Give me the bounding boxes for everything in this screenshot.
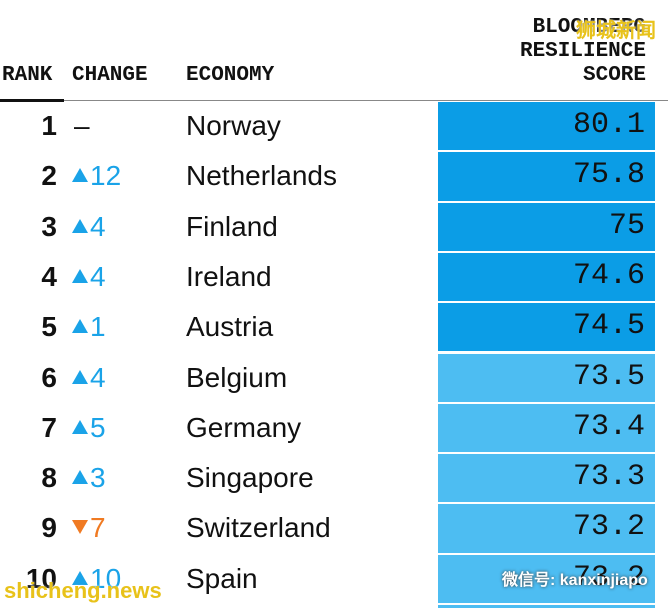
rank: 4: [41, 260, 57, 292]
score: 74.5: [572, 309, 645, 344]
economy: Germany: [186, 411, 302, 443]
score-cell: [438, 403, 655, 453]
change: 4: [90, 260, 106, 292]
change-arrow: [72, 470, 88, 485]
change: –: [74, 110, 90, 141]
rank: 6: [41, 361, 57, 393]
score: 75: [608, 208, 645, 243]
partial-row: [438, 605, 655, 608]
score: 73.4: [572, 409, 645, 444]
score: 73.2: [572, 560, 645, 595]
score-cell: [438, 102, 655, 151]
header-rank: RANK: [2, 64, 53, 87]
score-cell: [438, 252, 655, 302]
rank: 5: [41, 311, 57, 343]
change: 3: [90, 462, 106, 494]
rank: 7: [41, 411, 57, 443]
score: 75.8: [572, 158, 645, 193]
economy: Austria: [186, 311, 274, 343]
change: 10: [90, 562, 122, 594]
change-arrow: [72, 419, 88, 434]
score-cell: [438, 202, 655, 251]
change-arrow: [72, 570, 88, 585]
header-score-3: SCORE: [582, 64, 646, 87]
rank: 8: [41, 462, 57, 494]
rank: 2: [41, 160, 57, 192]
change: 7: [90, 512, 106, 544]
change: 5: [90, 411, 106, 443]
economy: Ireland: [186, 260, 272, 292]
watermark: 微信号: kanxinjiapo: [502, 572, 648, 589]
economy: Spain: [186, 562, 258, 594]
change-arrow: [72, 218, 88, 233]
change-arrow: [72, 369, 88, 384]
score-cell: [438, 152, 655, 201]
rank: 9: [41, 512, 57, 544]
score-cell: [438, 353, 655, 402]
score-cell: [438, 504, 655, 553]
score: 73.2: [572, 510, 645, 545]
change-arrow: [72, 268, 88, 283]
change-arrow: [72, 168, 88, 183]
watermark: shicheng.news: [4, 578, 162, 603]
economy: Belgium: [186, 361, 288, 393]
score-cell: [438, 454, 655, 503]
score-cell: [438, 554, 655, 603]
watermark: 狮城新闻: [576, 20, 656, 42]
change-arrow: [72, 319, 88, 334]
rank: 3: [41, 210, 57, 242]
change: 4: [90, 210, 106, 242]
header-economy: ECONOMY: [186, 64, 275, 87]
change: 1: [90, 311, 106, 343]
rank: 1: [41, 110, 57, 141]
header-score-1: BLOOMBERG: [532, 16, 646, 39]
header-rule: [64, 100, 668, 101]
rank-underline: [0, 99, 64, 102]
economy: Finland: [186, 210, 278, 242]
economy: Netherlands: [186, 160, 337, 192]
rank: 10: [25, 562, 57, 594]
change: 12: [90, 160, 122, 192]
economy: Switzerland: [186, 512, 331, 544]
economy: Singapore: [186, 462, 314, 494]
change-arrow: [72, 520, 88, 535]
score: 73.5: [572, 359, 645, 394]
score: 80.1: [572, 108, 645, 142]
economy: Norway: [186, 110, 281, 141]
score: 74.6: [572, 258, 645, 293]
header-score-2: RESILIENCE: [519, 40, 646, 63]
change: 4: [90, 361, 106, 393]
score-cell: [438, 303, 655, 352]
header-change: CHANGE: [72, 64, 148, 87]
score: 73.3: [572, 460, 645, 495]
